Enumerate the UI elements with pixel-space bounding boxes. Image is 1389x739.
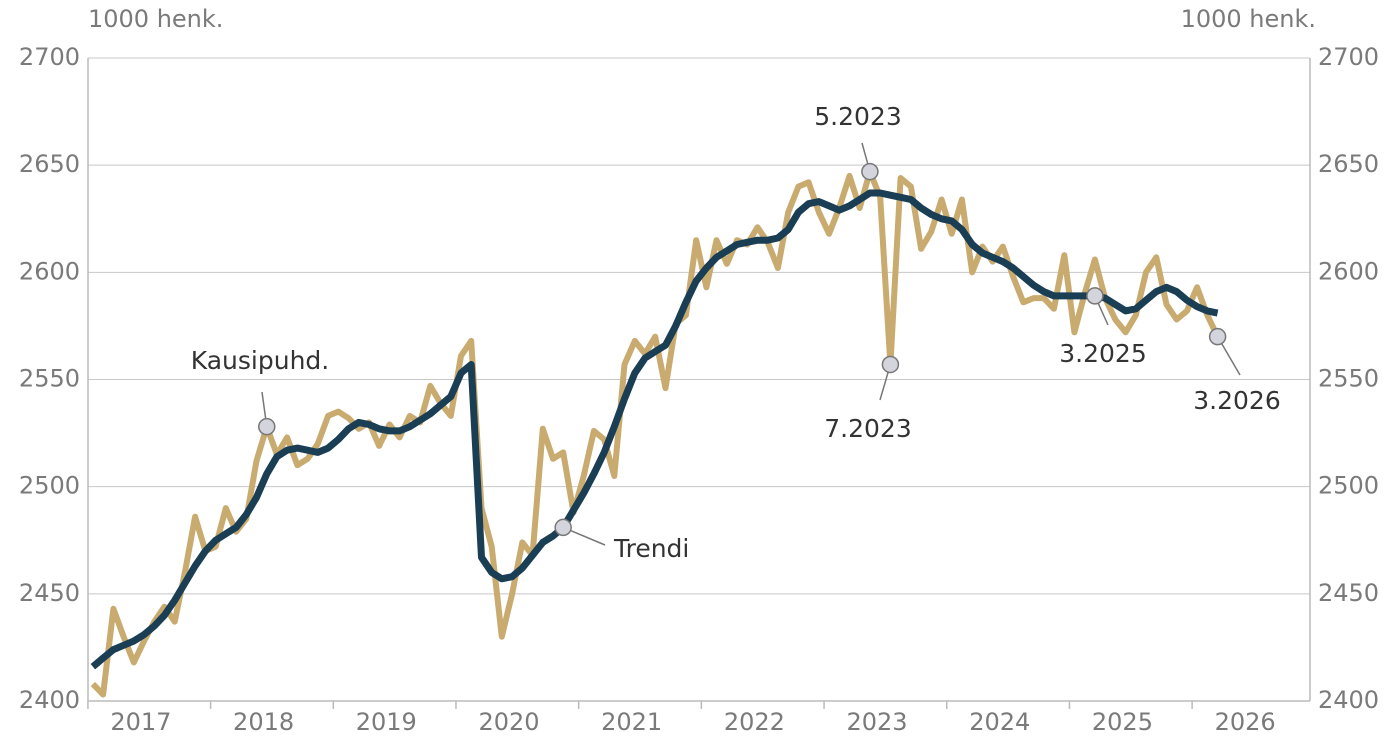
y2-axis-label: 1000 henk.	[1181, 5, 1316, 33]
y-tick-label: 2450	[19, 579, 80, 607]
series-line	[90, 189, 1219, 670]
y-tick-label: 2600	[19, 257, 80, 285]
x-tick-label: 2020	[478, 708, 539, 736]
x-tick-label: 2017	[110, 708, 171, 736]
marker	[861, 162, 879, 181]
annotation: Trendi	[613, 534, 689, 563]
y2-tick-label: 2500	[1318, 472, 1379, 500]
marker	[1086, 287, 1104, 305]
x-tick-label: 2018	[233, 708, 294, 736]
annotation: 3.2025	[1059, 339, 1146, 368]
y2-tick-label: 2450	[1318, 579, 1379, 607]
y2-tick-label: 2400	[1318, 686, 1379, 714]
y2-tick-label: 2650	[1318, 150, 1379, 178]
marker	[881, 355, 900, 374]
x-tick-label: 2019	[356, 708, 417, 736]
x-tick-label: 2023	[847, 708, 908, 736]
annotation: Kausipuhd.	[191, 346, 329, 375]
y-tick-label: 2400	[19, 686, 80, 714]
annotation: 5.2023	[814, 102, 901, 131]
y2-tick-label: 2550	[1318, 365, 1379, 393]
marker	[258, 417, 276, 436]
y2-tick-label: 2700	[1318, 43, 1379, 71]
x-tick-label: 2024	[969, 708, 1030, 736]
x-tick-label: 2022	[724, 708, 785, 736]
y-tick-label: 2700	[19, 43, 80, 71]
annotation: 7.2023	[824, 414, 911, 443]
marker	[1208, 327, 1227, 346]
y-tick-label: 2550	[19, 365, 80, 393]
x-tick-label: 2021	[601, 708, 662, 736]
x-tick-label: 2025	[1092, 708, 1153, 736]
annotation: 3.2026	[1193, 386, 1280, 415]
y-axis-label: 1000 henk.	[88, 5, 223, 33]
y-tick-label: 2650	[19, 150, 80, 178]
y2-tick-label: 2600	[1318, 257, 1379, 285]
marker	[554, 518, 572, 537]
y-tick-label: 2500	[19, 472, 80, 500]
x-tick-label: 2026	[1215, 708, 1276, 736]
series-line	[90, 168, 1221, 698]
